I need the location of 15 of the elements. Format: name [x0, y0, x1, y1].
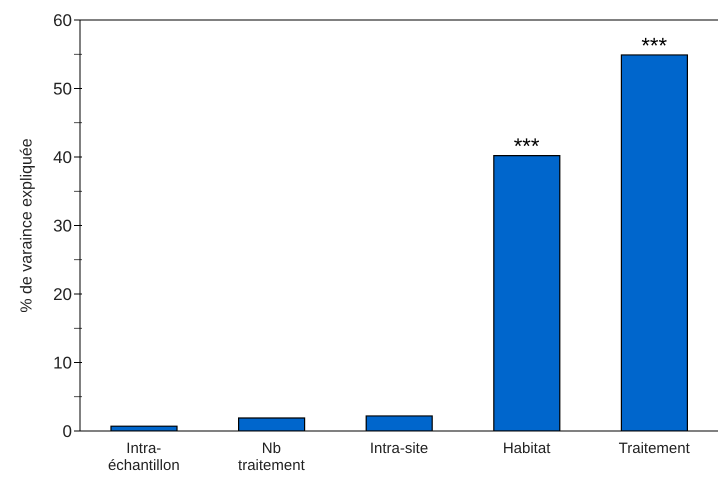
- y-tick-label: 30: [53, 216, 72, 236]
- annotation: ***: [514, 134, 540, 159]
- annotation: ***: [641, 32, 668, 58]
- y-tick-label: 10: [53, 354, 72, 372]
- y-tick-label: 50: [53, 80, 72, 98]
- y-tick-label: 60: [53, 11, 72, 30]
- y-tick-label: 40: [53, 148, 72, 167]
- y-tick-label: 20: [53, 285, 72, 304]
- x-tick-label: Intra- échantillon: [108, 440, 180, 474]
- x-tick-label: Habitat: [502, 440, 552, 457]
- y-axis-title: % de varaince expliquée: [18, 138, 36, 313]
- x-tick-label: Traitement: [618, 440, 691, 457]
- y-tick-label: 0: [62, 422, 72, 441]
- x-tick-label: Nb traitement: [238, 440, 306, 474]
- x-tick-label: Intra-site: [370, 440, 428, 457]
